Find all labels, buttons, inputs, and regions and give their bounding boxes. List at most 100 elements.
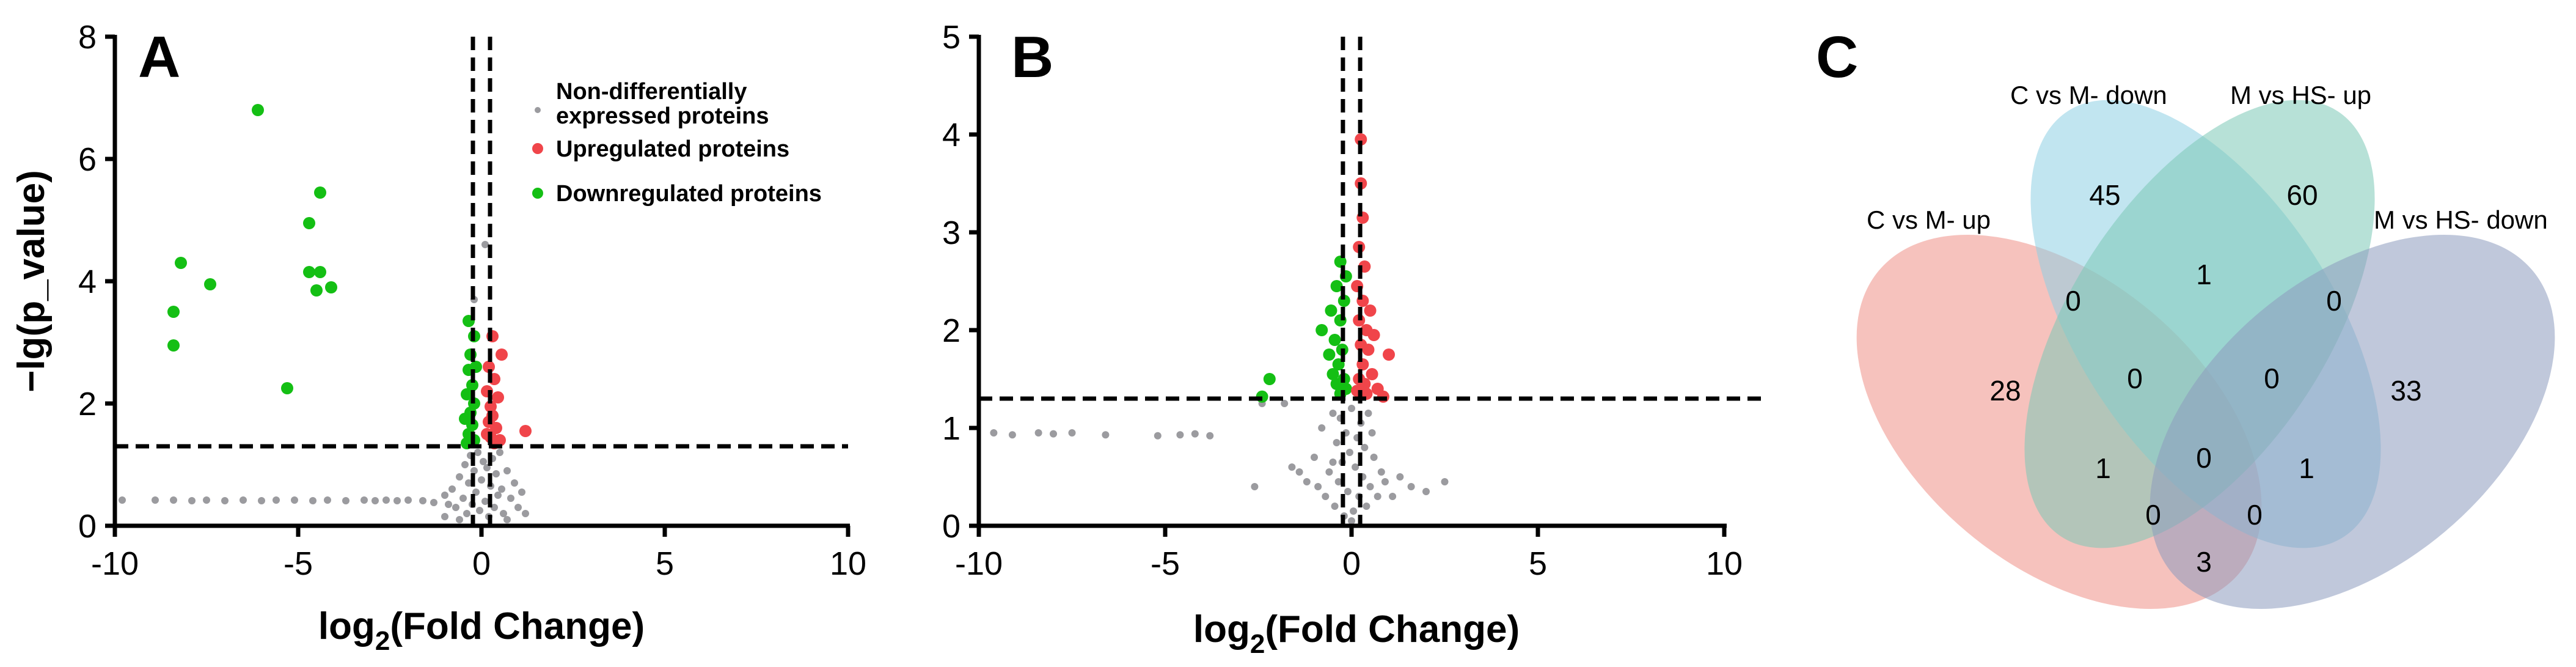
venn-region-c-only: 60 (2286, 179, 2318, 211)
point-nondiff (1329, 410, 1337, 417)
legend-nondiff-label-1: Non-differentially (556, 79, 747, 105)
point-nondiff (188, 497, 196, 504)
point-down (167, 306, 180, 318)
point-nondiff (481, 498, 489, 505)
x-tick-label: 5 (1529, 545, 1547, 582)
point-nondiff (1288, 463, 1296, 471)
point-nondiff (240, 496, 247, 504)
point-down (175, 257, 187, 269)
point-nondiff (1352, 463, 1359, 471)
point-nondiff (1363, 503, 1370, 510)
point-nondiff (1322, 493, 1330, 500)
point-nondiff (514, 504, 522, 511)
point-nondiff (1068, 429, 1076, 437)
panel-a-legend: Non-differentially expressed proteins Up… (532, 79, 822, 207)
venn-region-acd: 0 (2247, 499, 2263, 531)
point-nondiff (430, 499, 437, 506)
point-nondiff (1361, 444, 1369, 451)
point-nondiff (448, 485, 456, 493)
point-down (167, 339, 180, 352)
panel-b-points (990, 133, 1449, 525)
point-nondiff (481, 241, 489, 248)
y-tick-label: 5 (942, 19, 961, 56)
point-nondiff (1441, 478, 1449, 485)
point-up (485, 400, 497, 413)
point-nondiff (404, 496, 412, 504)
point-nondiff (503, 516, 511, 523)
point-down (310, 284, 323, 297)
venn-set-c-ellipse (2024, 100, 2375, 548)
panel-b: B 0 1 2 3 4 5 -10 -5 0 5 10 log2(Fold Change) (942, 19, 1761, 659)
point-nondiff (465, 479, 472, 487)
point-nondiff (452, 504, 459, 511)
point-up (490, 422, 502, 434)
point-nondiff (371, 497, 379, 504)
point-nondiff (480, 458, 487, 465)
point-nondiff (1318, 424, 1326, 432)
point-nondiff (1329, 459, 1337, 466)
point-nondiff (291, 496, 298, 504)
point-down (1323, 348, 1336, 361)
point-nondiff (382, 496, 390, 504)
point-nondiff (1314, 483, 1322, 490)
venn-region-cd: 0 (2326, 285, 2342, 317)
point-nondiff (324, 496, 331, 504)
x-tick-label: 0 (1342, 545, 1361, 582)
point-nondiff (1334, 478, 1342, 485)
point-up (494, 434, 506, 446)
y-tick-label: 8 (78, 19, 97, 56)
point-down (303, 266, 315, 278)
point-up (1362, 344, 1375, 356)
point-nondiff (1348, 517, 1355, 525)
y-tick-label: 2 (78, 386, 97, 422)
point-down (1330, 378, 1343, 390)
point-nondiff (1281, 400, 1289, 407)
point-nondiff (1154, 432, 1162, 440)
point-nondiff (1251, 483, 1259, 490)
point-nondiff (1381, 478, 1389, 485)
point-down (281, 382, 293, 394)
x-tick-label: 10 (830, 545, 866, 582)
point-nondiff (1206, 432, 1214, 440)
y-tick-label: 1 (942, 410, 961, 447)
point-nondiff (456, 473, 463, 481)
legend-up-label: Upregulated proteins (556, 136, 789, 162)
y-tick-label: 4 (942, 117, 961, 153)
venn-region-abcd: 0 (2196, 442, 2212, 474)
venn-region-abd: 0 (2145, 499, 2161, 531)
venn-set-a-label: C vs M- up (1867, 205, 1991, 234)
point-nondiff (1311, 454, 1318, 461)
venn-set-b-label: C vs M- down (2010, 81, 2167, 109)
y-tick-label: 0 (942, 508, 961, 545)
panel-c: C C vs M- up C vs M- down M vs HS- up M … (1816, 24, 2555, 610)
point-nondiff (1325, 468, 1333, 476)
legend-nondiff-label-2: expressed proteins (556, 103, 769, 129)
point-nondiff (1102, 431, 1110, 439)
venn-region-bc: 1 (2196, 259, 2212, 290)
point-nondiff (1191, 430, 1199, 438)
x-tick-label: -5 (1151, 545, 1180, 582)
point-nondiff (478, 476, 485, 484)
point-up (492, 391, 504, 404)
point-nondiff (1350, 507, 1358, 515)
point-nondiff (360, 496, 368, 504)
point-nondiff (1364, 410, 1372, 417)
point-down (1334, 256, 1347, 268)
panel-a-points (119, 104, 532, 523)
venn-region-ab: 0 (2065, 285, 2081, 317)
y-tick-label: 6 (78, 141, 97, 178)
point-down (314, 266, 326, 278)
point-nondiff (1295, 468, 1303, 476)
point-nondiff (459, 495, 467, 502)
point-down (325, 281, 337, 293)
point-down (314, 186, 326, 199)
point-nondiff (498, 485, 505, 493)
venn-set-d-label: M vs HS- down (2374, 205, 2548, 234)
point-nondiff (203, 496, 210, 504)
y-tick-label: 4 (78, 263, 97, 300)
point-up (1383, 348, 1395, 361)
point-nondiff (461, 461, 469, 468)
point-nondiff (170, 496, 177, 504)
point-nondiff (474, 449, 481, 456)
